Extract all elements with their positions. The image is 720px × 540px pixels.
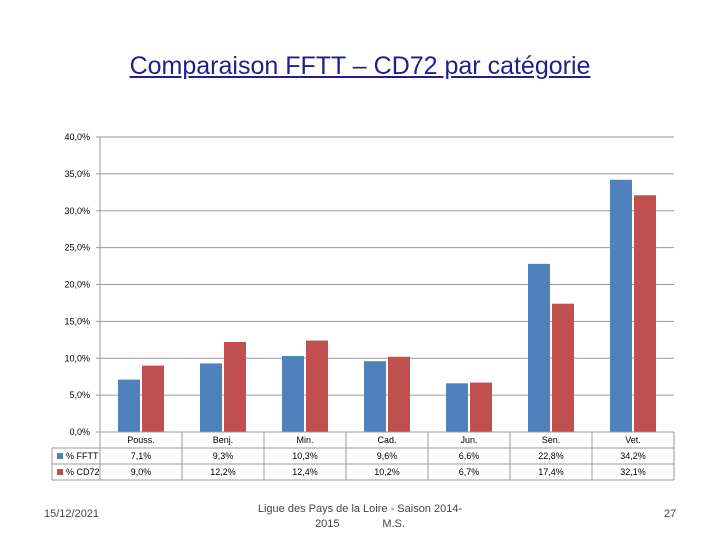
- category-label: Min.: [296, 435, 313, 445]
- bar-fftt: [118, 379, 140, 432]
- data-table-value: 9,3%: [213, 451, 234, 461]
- bar-fftt: [200, 363, 222, 432]
- category-label: Benj.: [213, 435, 234, 445]
- y-tick-label: 10,0%: [64, 353, 90, 363]
- chart-title: Comparaison FFTT – CD72 par catégorie: [129, 52, 591, 80]
- data-table-value: 6,7%: [459, 467, 480, 477]
- data-table-value: 6,6%: [459, 451, 480, 461]
- y-tick-label: 35,0%: [64, 169, 90, 179]
- bar-fftt: [364, 361, 386, 432]
- data-table-value: 10,2%: [374, 467, 400, 477]
- category-label: Sen.: [542, 435, 561, 445]
- y-tick-label: 30,0%: [64, 206, 90, 216]
- data-table-value: 10,3%: [292, 451, 318, 461]
- bar-fftt: [446, 383, 468, 432]
- bar-fftt: [610, 179, 632, 432]
- footer-date: 15/12/2021: [44, 508, 100, 520]
- data-table-value: 9,0%: [131, 467, 152, 477]
- bar-fftt: [282, 356, 304, 432]
- bar-cd72: [470, 382, 492, 432]
- y-tick-label: 20,0%: [64, 280, 90, 290]
- category-label: Cad.: [377, 435, 396, 445]
- page-number: 27: [664, 508, 677, 520]
- data-table-value: 22,8%: [538, 451, 564, 461]
- y-axis-ticks: 0,0% 5,0% 10,0% 15,0% 20,0% 25,0% 30,0% 35,0% 40…: [64, 132, 90, 437]
- y-tick-label: 40,0%: [64, 132, 90, 142]
- category-label: Vet.: [625, 435, 641, 445]
- data-table-value: 12,4%: [292, 467, 318, 477]
- y-tick-label: 5,0%: [69, 390, 90, 400]
- bar-cd72: [224, 342, 246, 432]
- bar-cd72: [552, 303, 574, 432]
- footer-center-line2: 2015 M.S.: [315, 518, 405, 530]
- bars: [118, 179, 656, 432]
- legend-swatch: [57, 453, 63, 459]
- legend-label: % CD72: [66, 467, 100, 477]
- data-table-value: 34,2%: [620, 451, 646, 461]
- category-label: Pouss.: [127, 435, 155, 445]
- data-table-value: 12,2%: [210, 467, 236, 477]
- bar-fftt: [528, 263, 550, 432]
- data-table-value: 17,4%: [538, 467, 564, 477]
- y-tick-label: 15,0%: [64, 316, 90, 326]
- legend-label: % FFTT: [66, 451, 99, 461]
- footer-center-line1: Ligue des Pays de la Loire - Saison 2014…: [257, 503, 463, 515]
- data-table-value: 9,6%: [377, 451, 398, 461]
- category-label: Jun.: [460, 435, 477, 445]
- data-table-value: 7,1%: [131, 451, 152, 461]
- bar-cd72: [142, 365, 164, 432]
- footer-center: Ligue des Pays de la Loire - Saison 2014…: [250, 502, 470, 532]
- y-tick-label: 0,0%: [69, 427, 90, 437]
- data-table: Pouss. Benj. Min. Cad. Jun. Sen. Vet. % FFTT 7,1…: [51, 431, 675, 481]
- y-tick-label: 25,0%: [64, 243, 90, 253]
- bar-cd72: [388, 356, 410, 432]
- bar-cd72: [306, 340, 328, 432]
- gridlines: [96, 136, 674, 433]
- data-table-value: 32,1%: [620, 467, 646, 477]
- bar-cd72: [634, 195, 656, 432]
- legend-swatch: [57, 469, 63, 475]
